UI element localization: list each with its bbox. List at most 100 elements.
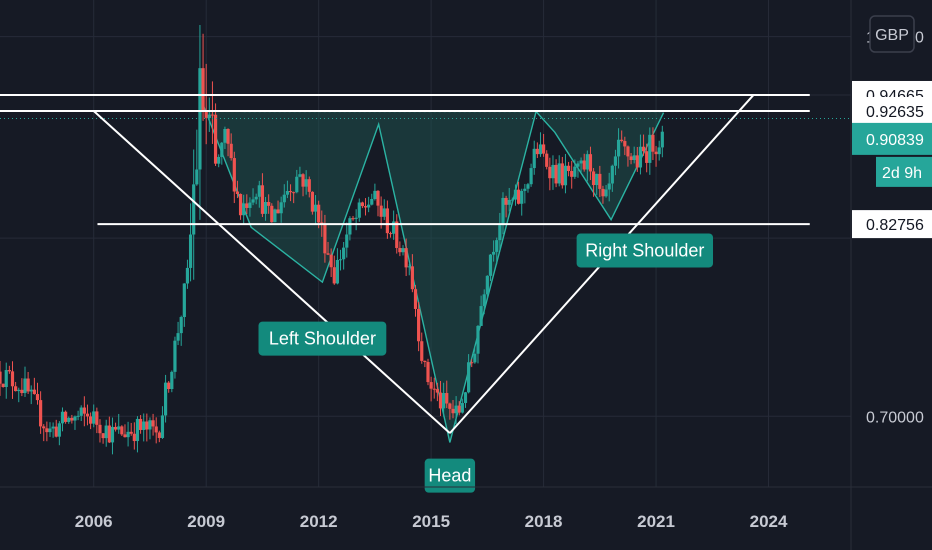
candle-body: [32, 389, 36, 395]
candle-body: [88, 416, 93, 424]
candle-body: [648, 134, 652, 163]
candle-body: [260, 185, 265, 214]
x-tick-label: 2012: [300, 512, 338, 531]
candle-body: [435, 389, 439, 393]
candle-body: [67, 417, 71, 422]
candle-body: [482, 294, 486, 307]
candle-body: [610, 165, 614, 184]
candle-body: [554, 164, 558, 184]
x-tick-label: 2009: [187, 512, 225, 531]
candle-body: [92, 411, 96, 424]
candle-body: [160, 415, 165, 438]
candle-body: [298, 174, 302, 177]
candle-body: [417, 308, 421, 342]
candle-body: [616, 139, 621, 157]
candle-body: [348, 218, 352, 235]
candle-body: [335, 259, 340, 284]
candle-body: [429, 382, 433, 389]
annotation-label: Head: [424, 458, 476, 493]
drawing-lines: [0, 93, 851, 434]
candle-body: [17, 389, 21, 392]
candle-body: [445, 393, 449, 404]
candle-body: [42, 426, 46, 429]
candle-body: [1, 383, 5, 388]
candle-body: [226, 128, 230, 144]
candle-body: [270, 205, 274, 223]
candle-body: [510, 199, 514, 201]
pattern-annotations: Left Shoulder Head Right Shoulder: [258, 233, 714, 493]
candle-body: [113, 426, 118, 430]
candle-body: [654, 151, 658, 155]
x-tick-label: 2018: [525, 512, 563, 531]
candle-body: [223, 128, 227, 143]
candle-body: [279, 202, 283, 214]
candle-body: [373, 190, 377, 200]
candle-body: [198, 68, 202, 170]
candle-body: [545, 153, 549, 167]
candle-body: [420, 341, 424, 361]
candle-body: [307, 179, 311, 192]
candle-body: [382, 208, 386, 217]
countdown-label: 2d 9h: [882, 165, 922, 182]
candle-body: [245, 203, 249, 208]
candle-body: [98, 424, 102, 434]
candle-body: [332, 267, 336, 284]
candle-body: [398, 247, 402, 253]
candle-body: [607, 183, 611, 190]
candle-body: [651, 134, 655, 152]
candle-body: [498, 225, 502, 241]
candle-body: [620, 139, 624, 142]
candle-body: [385, 208, 389, 234]
candle-body: [360, 202, 364, 207]
candle-body: [132, 433, 136, 442]
pattern-outline: [198, 93, 665, 443]
candle-body: [635, 155, 639, 168]
candle-body: [532, 148, 536, 169]
candle-body: [117, 426, 121, 430]
candle-body: [142, 421, 146, 430]
inverse-head-shoulders-pattern: [198, 93, 665, 443]
candle-body: [204, 112, 208, 118]
candle-body: [45, 428, 49, 433]
annotation-label: Left Shoulder: [258, 321, 387, 356]
level-price-label: 0.82756: [866, 217, 924, 234]
candle-body: [501, 197, 505, 226]
candle-body: [170, 371, 174, 390]
candle-body: [588, 154, 593, 172]
candle-body: [138, 418, 143, 430]
candle-body: [423, 360, 427, 363]
candle-body: [148, 420, 152, 430]
candle-body: [288, 191, 293, 193]
candle-body: [185, 267, 190, 284]
candle-body: [560, 163, 564, 186]
candle-body: [576, 163, 580, 167]
candle-body: [295, 176, 299, 193]
candle-body: [79, 407, 83, 416]
candle-body: [641, 146, 646, 152]
candle-body: [301, 174, 305, 187]
candle-body: [182, 283, 186, 318]
candle-body: [392, 221, 396, 234]
level-price-label: 0.92635: [866, 104, 924, 121]
x-tick-label: 2015: [412, 512, 450, 531]
candle-body: [273, 209, 277, 223]
candle-body: [601, 188, 605, 197]
candle-body: [404, 248, 408, 268]
candle-body: [551, 164, 555, 179]
candle-body: [242, 203, 246, 216]
annotation-box: [576, 233, 714, 268]
candle-body: [454, 405, 458, 414]
candle-body: [157, 432, 161, 438]
candle-body: [329, 254, 333, 268]
candle-body: [120, 426, 124, 435]
candle-body: [123, 434, 127, 438]
candle-body: [101, 433, 105, 439]
currency-button[interactable]: GBP: [869, 15, 915, 53]
candle-body: [276, 209, 280, 214]
candle-body: [104, 425, 108, 439]
candle-body: [595, 173, 599, 186]
annotation-text: Head: [428, 466, 471, 486]
x-tick-label: 2006: [75, 512, 113, 531]
candle-body: [176, 333, 180, 341]
